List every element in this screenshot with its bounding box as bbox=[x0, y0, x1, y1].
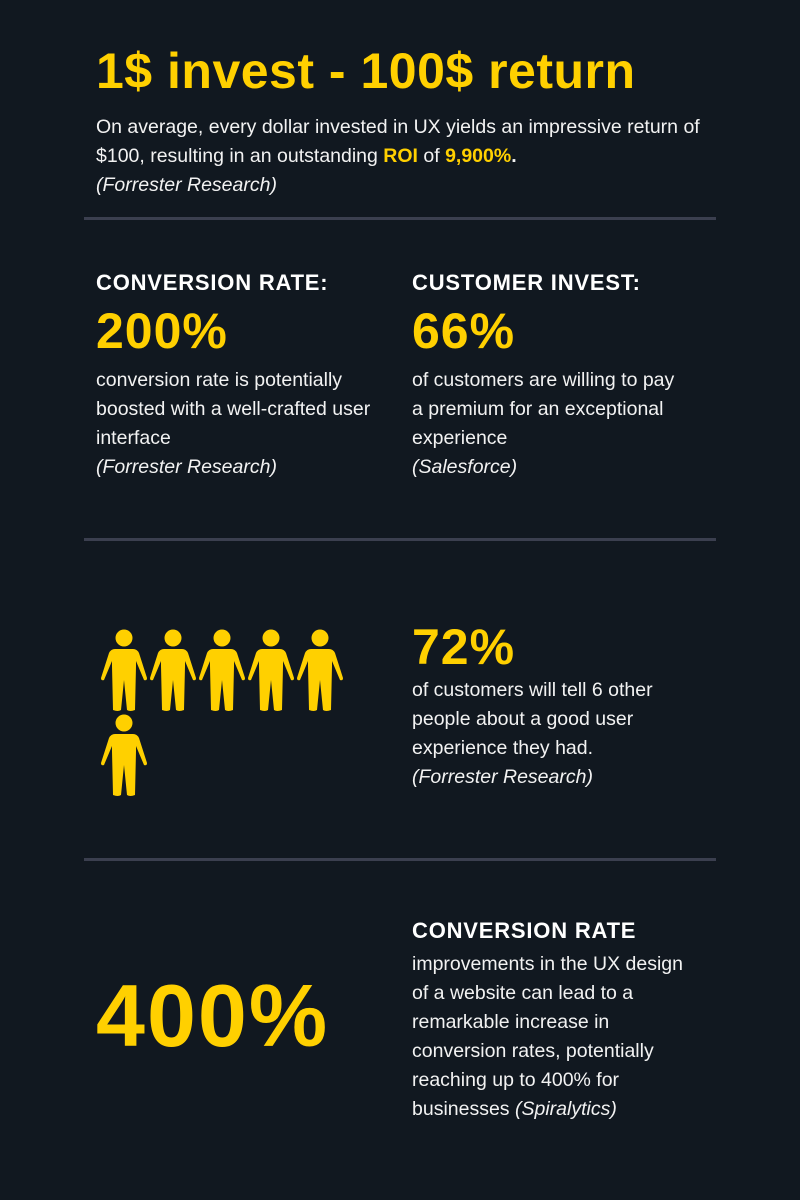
divider bbox=[84, 858, 716, 861]
divider bbox=[84, 217, 716, 220]
stat-text: of customers are willing to pay a premiu… bbox=[412, 369, 675, 449]
person-icon bbox=[296, 628, 344, 712]
roi-value: 9,900% bbox=[445, 145, 512, 167]
person-icon bbox=[100, 628, 148, 712]
hero-description: On average, every dollar invested in UX … bbox=[96, 113, 736, 200]
stat-text-wrap: improvements in the UX design of a websi… bbox=[412, 950, 702, 1124]
conversion-value: 400% bbox=[96, 966, 330, 1065]
hero-text: On average, every dollar invested in UX … bbox=[96, 116, 700, 167]
stat-heading: CONVERSION RATE bbox=[412, 918, 637, 943]
stat-conversion-rate: CONVERSION RATE: 200% conversion rate is… bbox=[96, 270, 396, 482]
stat-text: improvements in the UX design of a websi… bbox=[412, 953, 683, 1120]
person-icon bbox=[100, 713, 148, 797]
stat-conversion-increase: CONVERSION RATE improvements in the UX d… bbox=[412, 918, 712, 1124]
stat-source: (Forrester Research) bbox=[412, 766, 593, 788]
stat-source: (Spiralytics) bbox=[514, 1098, 617, 1120]
stat-value: 66% bbox=[412, 303, 516, 359]
stat-source: (Forrester Research) bbox=[96, 456, 277, 478]
roi-label: ROI bbox=[383, 145, 418, 167]
hero-text-end: . bbox=[511, 145, 517, 167]
person-icon bbox=[149, 628, 197, 712]
stat-value: 72% bbox=[412, 619, 516, 675]
divider bbox=[84, 538, 716, 541]
person-icon bbox=[247, 628, 295, 712]
stat-word-of-mouth: 72% of customers will tell 6 other peopl… bbox=[412, 618, 712, 792]
stat-heading: CUSTOMER INVEST: bbox=[412, 270, 641, 295]
stat-customer-invest: CUSTOMER INVEST: 66% of customers are wi… bbox=[412, 270, 712, 482]
hero-source: (Forrester Research) bbox=[96, 174, 277, 196]
stat-text: conversion rate is potentially boosted w… bbox=[96, 369, 371, 449]
hero-text-mid: of bbox=[417, 145, 446, 167]
page-title: 1$ invest - 100$ return bbox=[96, 43, 636, 99]
stat-heading: CONVERSION RATE: bbox=[96, 270, 329, 295]
stat-text: of customers will tell 6 other people ab… bbox=[412, 679, 653, 759]
stat-source: (Salesforce) bbox=[412, 456, 518, 478]
person-icon bbox=[198, 628, 246, 712]
stat-value: 200% bbox=[96, 303, 228, 359]
